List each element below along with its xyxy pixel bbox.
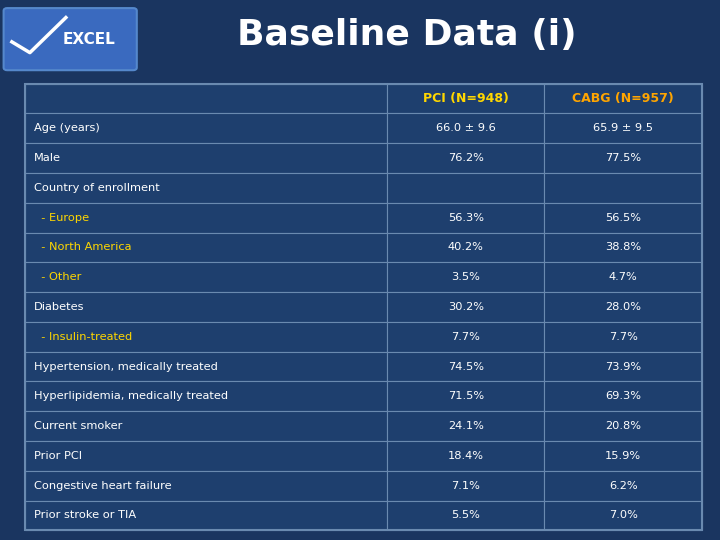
Bar [25,441,387,471]
Bar [25,113,387,143]
Bar [544,292,702,322]
Text: 71.5%: 71.5% [448,392,484,401]
Bar [25,411,387,441]
Text: - Other: - Other [34,272,81,282]
Text: 74.5%: 74.5% [448,362,484,372]
Text: Prior PCI: Prior PCI [34,451,82,461]
Bar [544,441,702,471]
Text: Country of enrollment: Country of enrollment [34,183,160,193]
Bar [387,233,544,262]
Text: 7.7%: 7.7% [451,332,480,342]
Bar [544,173,702,203]
Bar [25,262,387,292]
Bar [544,501,702,530]
Text: Male: Male [34,153,60,163]
Text: 73.9%: 73.9% [605,362,642,372]
Bar [387,292,544,322]
Bar [544,411,702,441]
Bar [387,203,544,233]
Text: 77.5%: 77.5% [605,153,642,163]
Bar [387,381,544,411]
Text: 5.5%: 5.5% [451,510,480,521]
Bar [387,352,544,381]
Bar [25,84,702,530]
Bar [25,322,387,352]
Bar [387,501,544,530]
Text: 69.3%: 69.3% [605,392,641,401]
Text: Prior stroke or TIA: Prior stroke or TIA [34,510,136,521]
Bar [544,203,702,233]
Text: 6.2%: 6.2% [609,481,637,491]
Bar [25,143,387,173]
Text: 15.9%: 15.9% [605,451,642,461]
Text: 18.4%: 18.4% [448,451,484,461]
Text: Diabetes: Diabetes [34,302,84,312]
Bar [544,471,702,501]
Bar [25,292,387,322]
Text: 56.3%: 56.3% [448,213,484,222]
Bar [544,113,702,143]
Text: 38.8%: 38.8% [605,242,642,252]
Text: 30.2%: 30.2% [448,302,484,312]
Text: Congestive heart failure: Congestive heart failure [34,481,171,491]
Text: 4.7%: 4.7% [609,272,637,282]
Bar [387,143,544,173]
Bar [544,233,702,262]
Bar [25,381,387,411]
Bar [25,352,387,381]
Text: CABG (N=957): CABG (N=957) [572,92,674,105]
Bar [387,84,544,113]
Bar [544,262,702,292]
Text: 3.5%: 3.5% [451,272,480,282]
Text: 28.0%: 28.0% [605,302,641,312]
Bar [544,143,702,173]
Text: 24.1%: 24.1% [448,421,484,431]
Text: Age (years): Age (years) [34,123,99,133]
Text: 7.7%: 7.7% [608,332,638,342]
Text: Baseline Data (i): Baseline Data (i) [237,18,577,52]
Bar [544,381,702,411]
Text: Hyperlipidemia, medically treated: Hyperlipidemia, medically treated [34,392,228,401]
Text: 76.2%: 76.2% [448,153,484,163]
Bar [387,113,544,143]
Text: - Europe: - Europe [34,213,89,222]
Text: 7.0%: 7.0% [608,510,638,521]
Text: 65.9 ± 9.5: 65.9 ± 9.5 [593,123,653,133]
Bar [387,411,544,441]
Bar [544,322,702,352]
Bar [25,173,387,203]
Text: - Insulin-treated: - Insulin-treated [34,332,132,342]
Bar [25,471,387,501]
Text: 20.8%: 20.8% [605,421,641,431]
Bar [25,203,387,233]
Text: 66.0 ± 9.6: 66.0 ± 9.6 [436,123,495,133]
Bar [544,352,702,381]
FancyBboxPatch shape [4,8,137,70]
Text: 7.1%: 7.1% [451,481,480,491]
Text: Hypertension, medically treated: Hypertension, medically treated [34,362,217,372]
Text: - North America: - North America [34,242,131,252]
Bar [387,471,544,501]
Bar [387,173,544,203]
Text: 40.2%: 40.2% [448,242,484,252]
Text: 56.5%: 56.5% [605,213,641,222]
Bar [25,501,387,530]
Bar [25,84,387,113]
Bar [387,441,544,471]
Text: EXCEL: EXCEL [63,32,115,46]
Bar [387,322,544,352]
Bar [387,262,544,292]
Bar [25,233,387,262]
Bar [544,84,702,113]
Text: PCI (N=948): PCI (N=948) [423,92,509,105]
Text: Current smoker: Current smoker [34,421,122,431]
